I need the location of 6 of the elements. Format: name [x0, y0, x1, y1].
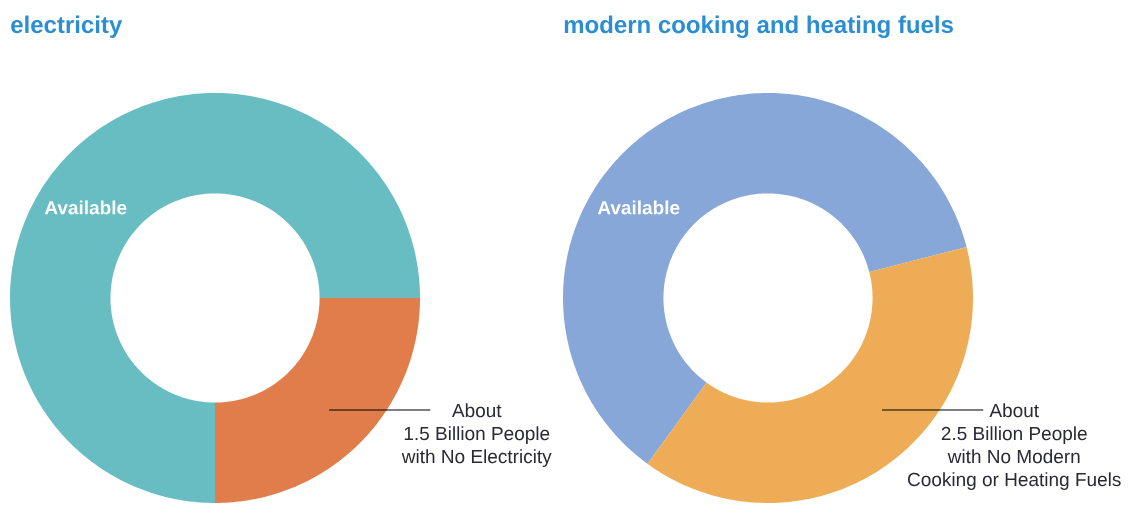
slice-label: About 1.5 Billion People with No Electricity [401, 403, 552, 467]
chart-title: electricity [11, 15, 123, 38]
chart-title: modern cooking and heating fuels [564, 15, 953, 39]
slice-label: About 2.5 Billion People with No Modern Cooking or Heating Fuels [908, 403, 1121, 490]
slice-label: Available [597, 200, 680, 215]
slice-label: Available [44, 200, 127, 215]
